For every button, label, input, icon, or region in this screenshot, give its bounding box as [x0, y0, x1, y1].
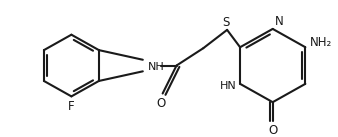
Text: HN: HN [220, 81, 237, 91]
Text: O: O [156, 97, 165, 110]
Text: N: N [275, 15, 284, 28]
Text: NH: NH [148, 62, 165, 72]
Text: NH₂: NH₂ [310, 36, 333, 49]
Text: F: F [68, 99, 75, 112]
Text: O: O [268, 124, 277, 137]
Text: S: S [222, 16, 230, 29]
